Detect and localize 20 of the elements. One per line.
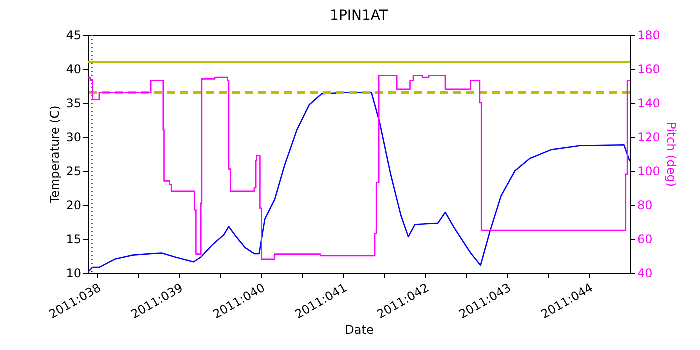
y-tick-label: 35	[66, 96, 82, 110]
y2-tick-label: 120	[638, 130, 660, 144]
x-axis-title: Date	[345, 322, 374, 337]
y-axis-title: Temperature (C)	[48, 106, 62, 204]
y-tick-label: 25	[66, 164, 82, 178]
y2-axis-title: Pitch (deg)	[664, 122, 678, 188]
y-tick-label: 15	[66, 232, 82, 246]
y2-tick-label: 160	[638, 62, 660, 76]
y-tick-label: 30	[66, 130, 82, 144]
y2-tick-label: 80	[638, 198, 653, 212]
y-tick-label: 40	[66, 62, 82, 76]
y-tick-label: 10	[66, 266, 82, 280]
y-tick-label: 45	[66, 28, 82, 42]
chart-title: 1PIN1AT	[330, 8, 388, 24]
y2-tick-label: 180	[638, 28, 660, 42]
y-tick-label: 20	[66, 198, 82, 212]
y2-tick-label: 60	[638, 232, 653, 246]
y2-tick-label: 100	[638, 164, 660, 178]
y2-tick-label: 140	[638, 96, 660, 110]
y2-tick-label: 40	[638, 266, 653, 280]
